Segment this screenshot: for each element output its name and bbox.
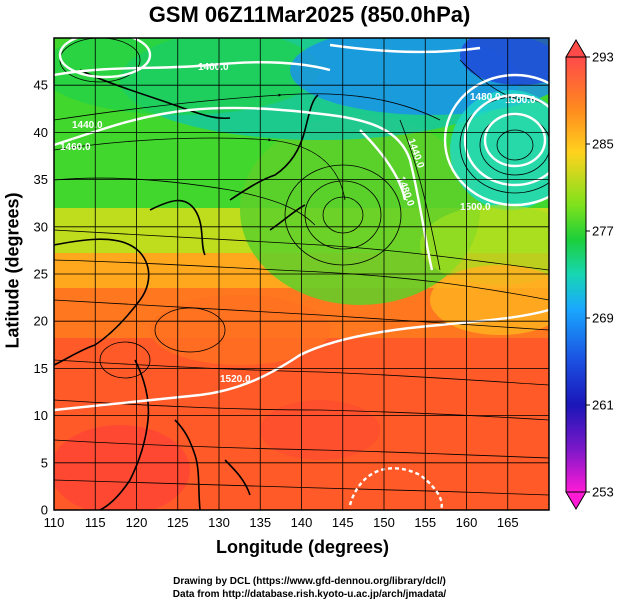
y-tick-label: 20	[34, 314, 48, 329]
contour-label: 1480.0	[470, 92, 501, 103]
colorbar-tick-label: 285	[592, 137, 614, 152]
contour-label: 1440.0	[72, 120, 103, 131]
x-tick-label: 125	[167, 515, 189, 530]
x-tick-label: 110	[44, 515, 65, 530]
x-axis-label: Longitude (degrees)	[215, 537, 389, 557]
x-tick-label: 155	[414, 515, 436, 530]
colorbar-body	[565, 56, 587, 493]
x-tick-label: 115	[85, 515, 106, 530]
x-tick-label: 120	[126, 515, 148, 530]
streamlines	[54, 38, 549, 496]
x-tick-label: 130	[208, 515, 230, 530]
plot-frame	[53, 37, 550, 511]
credit-line-drawing: Drawing by DCL (https://www.gfd-dennou.o…	[173, 576, 446, 587]
y-tick-label: 5	[41, 455, 48, 470]
x-tick-label: 150	[373, 515, 395, 530]
x-tick-label: 140	[291, 515, 313, 530]
y-tick-label: 35	[34, 172, 48, 187]
y-tick-label: 25	[34, 267, 48, 282]
colorbar-ticks	[586, 56, 590, 493]
coastlines	[54, 69, 319, 510]
credits: Drawing by DCL (https://www.gfd-dennou.o…	[0, 575, 619, 601]
x-tick-labels: 110 115 120 125 130 135 140 145 150 155 …	[44, 515, 519, 530]
x-tick-label: 165	[497, 515, 519, 530]
y-tick-label: 40	[34, 125, 48, 140]
contour-label: 1500.0	[505, 95, 536, 106]
colorbar-tick-label: 277	[592, 224, 614, 239]
contour-label: 1400.0	[198, 62, 229, 73]
x-tick-label: 145	[332, 515, 354, 530]
height-contours	[54, 38, 549, 510]
y-tick-label: 10	[34, 408, 48, 423]
credit-line-data: Data from http://database.rish.kyoto-u.a…	[172, 589, 447, 600]
x-tick-label: 135	[249, 515, 271, 530]
y-tick-label: 0	[41, 503, 48, 518]
chart-title: GSM 06Z11Mar2025 (850.0hPa)	[148, 2, 471, 27]
colorbar-bottom-arrow	[565, 491, 587, 510]
colorbar-tick-label: 293	[592, 50, 614, 65]
y-tick-label: 45	[34, 78, 48, 93]
colorbar-tick-label: 261	[592, 398, 614, 413]
colorbar-tick-label: 253	[592, 485, 614, 500]
colorbar-top-arrow	[565, 39, 587, 58]
y-tick-label: 30	[34, 219, 48, 234]
contour-label: 1500.0	[460, 202, 491, 213]
grid	[54, 38, 549, 510]
colorbar: 293 285 277 269 261 253	[565, 39, 614, 510]
x-tick-label: 160	[456, 515, 478, 530]
y-tick-label: 15	[34, 361, 48, 376]
colorbar-tick-label: 269	[592, 311, 614, 326]
y-axis-label: Latitude (degrees)	[2, 192, 23, 349]
y-tick-labels: 0 5 10 15 20 25 30 35 40 45	[34, 78, 48, 518]
contour-label: 1520.0	[220, 374, 251, 385]
contour-label: 1460.0	[60, 142, 91, 153]
